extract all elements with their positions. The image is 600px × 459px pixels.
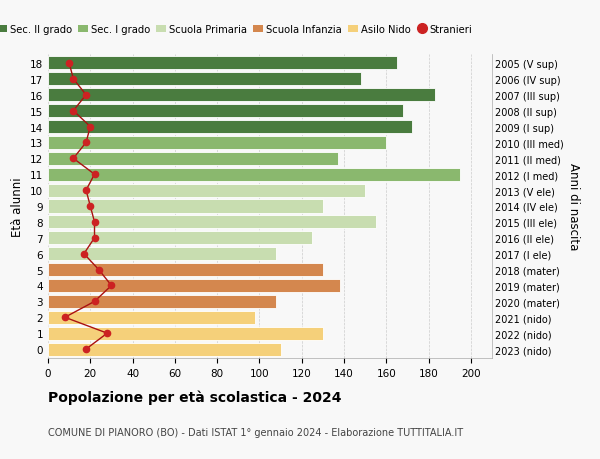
Bar — [48, 137, 386, 150]
Bar — [48, 184, 365, 197]
Bar — [48, 232, 312, 245]
Bar — [48, 247, 277, 261]
Y-axis label: Anni di nascita: Anni di nascita — [567, 163, 580, 250]
Y-axis label: Età alunni: Età alunni — [11, 177, 25, 236]
Bar — [48, 57, 397, 70]
Bar — [48, 168, 460, 181]
Bar — [48, 295, 277, 308]
Bar — [48, 121, 412, 134]
Bar — [48, 280, 340, 292]
Text: Popolazione per età scolastica - 2024: Popolazione per età scolastica - 2024 — [48, 390, 341, 405]
Legend: Sec. II grado, Sec. I grado, Scuola Primaria, Scuola Infanzia, Asilo Nido, Stran: Sec. II grado, Sec. I grado, Scuola Prim… — [0, 21, 476, 39]
Bar — [48, 327, 323, 340]
Bar — [48, 200, 323, 213]
Bar — [48, 73, 361, 86]
Bar — [48, 105, 403, 118]
Bar — [48, 89, 435, 102]
Bar — [48, 343, 281, 356]
Text: COMUNE DI PIANORO (BO) - Dati ISTAT 1° gennaio 2024 - Elaborazione TUTTITALIA.IT: COMUNE DI PIANORO (BO) - Dati ISTAT 1° g… — [48, 427, 463, 437]
Bar — [48, 311, 255, 324]
Bar — [48, 216, 376, 229]
Bar — [48, 152, 338, 166]
Bar — [48, 263, 323, 276]
